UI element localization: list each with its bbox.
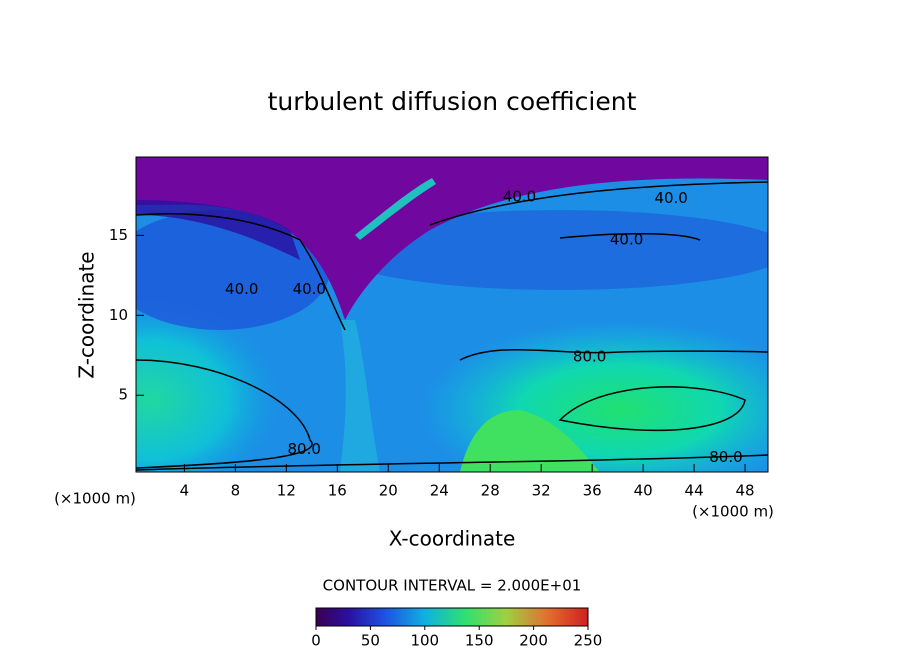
contour-label: 40.0 — [225, 280, 258, 298]
colorbar-tick-label: 100 — [410, 632, 439, 650]
y-tick-label: 5 — [118, 386, 128, 404]
x-tick-label: 24 — [430, 482, 449, 500]
colorbar-tick-label: 50 — [361, 632, 380, 650]
colorbar-tick-label: 200 — [519, 632, 548, 650]
contour-interval: CONTOUR INTERVAL = 2.000E+01 — [323, 577, 582, 595]
colorbar-tick-label: 250 — [574, 632, 603, 650]
x-tick-label: 28 — [481, 482, 500, 500]
colorbar-tick-label: 0 — [311, 632, 321, 650]
contour-label: 40.0 — [503, 187, 536, 205]
colorbar-tick-label: 150 — [465, 632, 494, 650]
contour-label: 40.0 — [654, 189, 687, 207]
colorbar — [315, 607, 589, 627]
x-tick-label: 4 — [180, 482, 190, 500]
x-tick-label: 40 — [634, 482, 653, 500]
x-axis-label: X-coordinate — [389, 527, 516, 551]
x-unit-label-left: (×1000 m) — [54, 490, 136, 508]
contour-label: 80.0 — [287, 440, 320, 458]
x-tick-label: 20 — [379, 482, 398, 500]
x-tick-label: 48 — [736, 482, 755, 500]
contour-label: 80.0 — [573, 347, 606, 365]
y-axis-label: Z-coordinate — [75, 251, 99, 378]
contour-field — [136, 157, 768, 472]
x-tick-label: 8 — [231, 482, 241, 500]
x-tick-label: 16 — [328, 482, 347, 500]
plot-frame — [135, 156, 769, 473]
contour-label: 80.0 — [709, 448, 742, 466]
x-unit-label-right: (×1000 m) — [692, 503, 774, 521]
chart-title: turbulent diffusion coefficient — [268, 87, 637, 116]
contour-label: 40.0 — [293, 280, 326, 298]
x-tick-label: 44 — [685, 482, 704, 500]
x-tick-label: 32 — [532, 482, 551, 500]
contour-label: 40.0 — [610, 231, 643, 249]
x-tick-label: 36 — [583, 482, 602, 500]
y-tick-label: 15 — [109, 226, 128, 244]
x-tick-label: 12 — [277, 482, 296, 500]
y-tick-label: 10 — [109, 306, 128, 324]
